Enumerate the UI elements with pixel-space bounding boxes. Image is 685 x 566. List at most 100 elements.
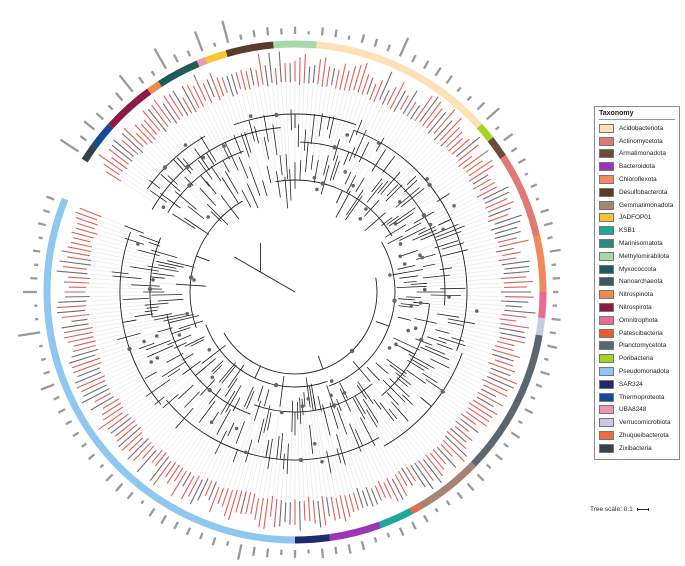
leaf-label	[462, 149, 489, 170]
leaf-label	[494, 359, 514, 367]
leaf-guide	[393, 420, 423, 459]
leaf-guide	[308, 83, 314, 142]
leaf-guide	[405, 184, 473, 225]
leaf-label	[166, 464, 180, 484]
leaf-label	[419, 96, 439, 123]
tree-branch	[399, 275, 418, 279]
bootstrap-node	[345, 133, 350, 137]
tree-branch	[199, 187, 217, 206]
abundance-bar	[236, 544, 243, 560]
legend-label: Marinisomatota	[619, 240, 663, 248]
ring-segment	[409, 503, 421, 515]
leaf-guide	[98, 234, 152, 251]
legend-item: Myxococcota	[599, 263, 675, 276]
bootstrap-node	[364, 207, 368, 211]
leaf-guide	[281, 83, 287, 155]
leaf-label	[263, 498, 269, 530]
leaf-guide	[354, 102, 374, 148]
tree-scale: Tree scale: 0.1	[590, 506, 649, 513]
legend-item: Patescibacteria	[599, 327, 675, 340]
tree-branch	[375, 137, 385, 152]
tree-branch	[297, 124, 300, 148]
leaf-labels	[56, 51, 536, 531]
tree-branch	[396, 285, 427, 288]
abundance-bar	[517, 158, 526, 164]
abundance-bar	[386, 44, 391, 52]
abundance-bar	[476, 473, 485, 482]
bootstrap-node	[234, 426, 239, 431]
bootstrap-node	[162, 165, 168, 170]
leaf-label	[59, 260, 91, 266]
tree-branch	[313, 159, 319, 183]
abundance-bar	[221, 20, 230, 44]
leaf-label	[217, 488, 225, 504]
leaf-label	[406, 466, 416, 482]
tree-branch	[348, 147, 356, 162]
tree-branch	[263, 136, 270, 160]
leaf-guide	[241, 406, 265, 490]
leaf-label	[188, 475, 200, 497]
tree-branch	[157, 298, 184, 302]
bootstrap-node	[331, 403, 337, 408]
tree-branch	[145, 379, 171, 397]
tree-branch	[309, 425, 314, 454]
abundance-bar	[99, 463, 105, 469]
leaf-label	[487, 213, 509, 223]
leaf-label	[107, 413, 129, 430]
tree-branch	[336, 448, 342, 464]
leaf-label	[476, 396, 494, 408]
ring-segment	[158, 60, 200, 87]
leaf-guide	[169, 403, 210, 456]
bootstrap-node	[177, 333, 182, 337]
leaf-guide	[131, 363, 202, 418]
tree-branch	[276, 436, 280, 460]
abundance-bar	[503, 132, 514, 142]
leaf-guide	[427, 278, 500, 284]
leaf-label	[312, 500, 316, 524]
legend-label: Myxococcota	[619, 265, 657, 273]
legend-label: Zixibacteria	[619, 444, 652, 452]
bootstrap-node	[394, 342, 398, 347]
legend-label: Zhuqueibacterota	[619, 432, 669, 440]
abundance-bar	[535, 197, 540, 201]
tree-branch	[312, 396, 317, 411]
leaf-guide	[392, 167, 458, 218]
leaf-label	[379, 71, 393, 100]
leaf-guide	[111, 362, 167, 393]
tree-branch	[328, 116, 335, 139]
leaf-label	[61, 323, 89, 329]
abundance-bar	[32, 249, 41, 253]
tree-branch	[360, 417, 376, 446]
tree-branch	[335, 190, 351, 218]
bootstrap-node	[342, 391, 347, 395]
tree-branch	[160, 192, 181, 209]
leaf-label	[269, 495, 274, 517]
abundance-bar	[549, 331, 556, 335]
leaf-label	[488, 361, 516, 373]
tree-branch	[178, 384, 194, 400]
leaf-label	[504, 286, 527, 288]
leaf-label	[499, 327, 525, 334]
bootstrap-node	[358, 217, 363, 221]
bootstrap-node	[222, 144, 226, 148]
leaf-label	[353, 64, 362, 91]
legend-swatch	[599, 431, 614, 441]
bootstrap-node	[151, 278, 155, 282]
leaf-label	[472, 399, 498, 416]
tree-branch	[161, 360, 187, 378]
leaf-guide	[91, 278, 177, 285]
leaf-label	[173, 467, 184, 482]
bootstrap-node	[206, 215, 210, 219]
tree-branch	[210, 166, 222, 182]
leaf-guide	[451, 260, 498, 268]
leaf-guide	[460, 295, 505, 297]
tree-branch	[200, 136, 217, 162]
leaf-guide	[312, 453, 318, 501]
leaf-guide	[340, 463, 350, 494]
tree-branch	[124, 225, 144, 234]
leaf-label	[361, 73, 370, 95]
legend-item: Bacteroidota	[599, 160, 675, 173]
leaf-label	[98, 153, 123, 172]
tree-branch	[240, 133, 250, 158]
legend-items: Acidobacteriota Actinomycetota Armatimonad…	[599, 122, 675, 455]
